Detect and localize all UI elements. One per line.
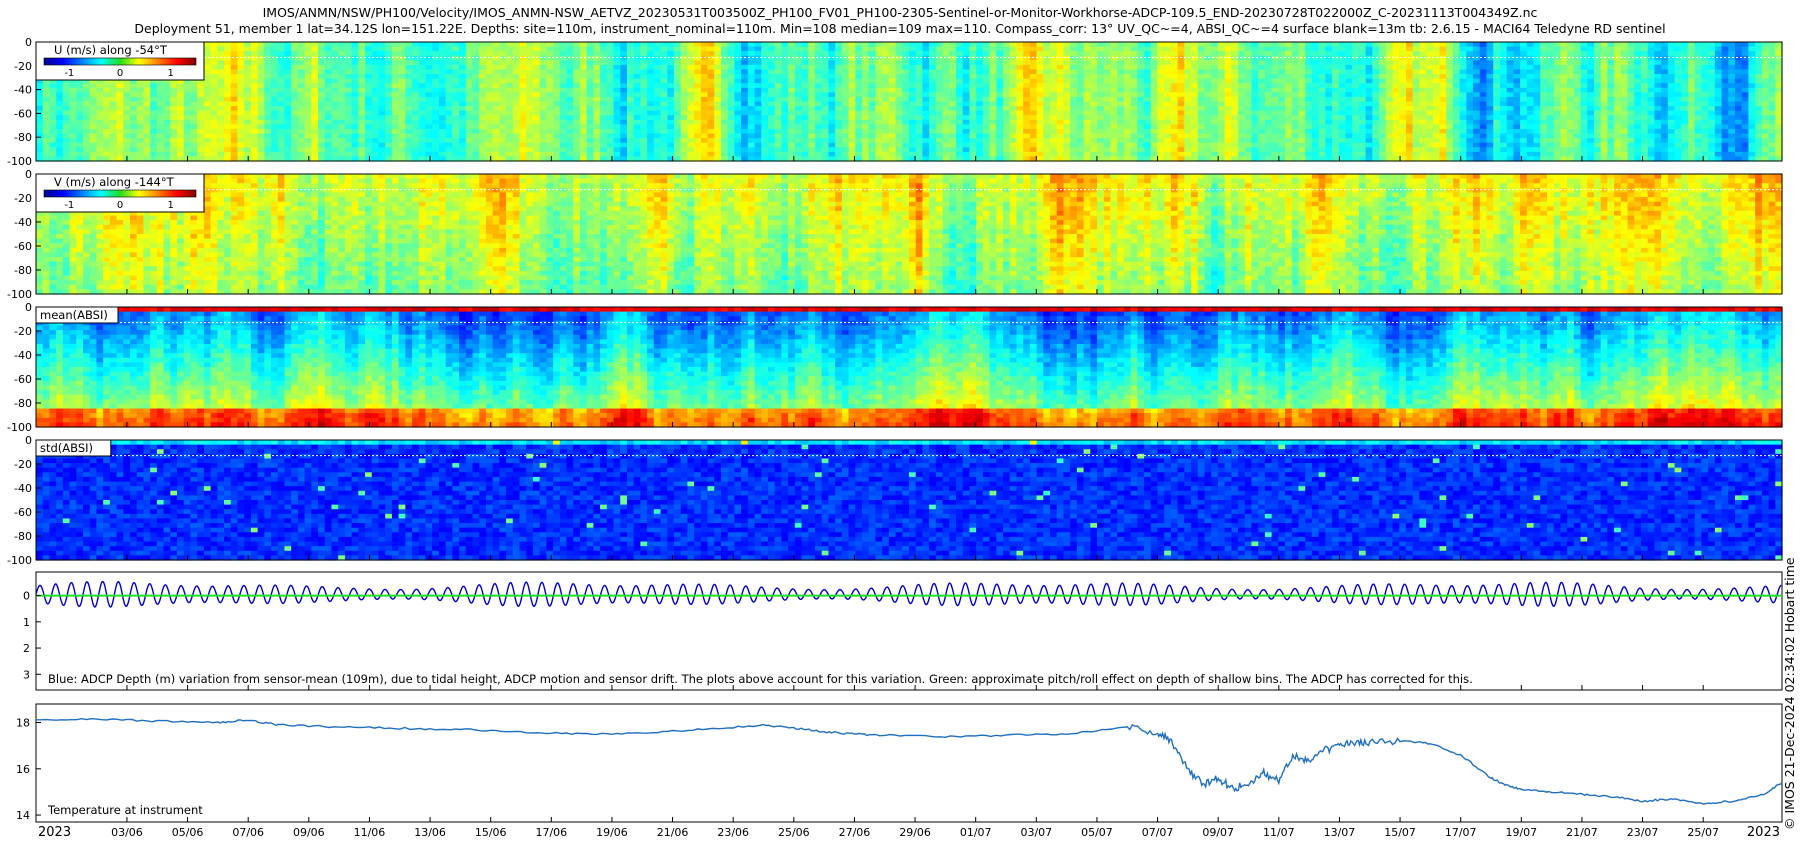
- y-tick-label: -100: [7, 554, 32, 567]
- x-tick-label: 15/07: [1384, 826, 1416, 839]
- x-tick-label: 19/06: [596, 826, 628, 839]
- y-tick-label: 1: [23, 616, 30, 629]
- x-tick-label: 09/06: [293, 826, 325, 839]
- panel-label: U (m/s) along -54°T: [54, 43, 168, 57]
- x-tick-label: 09/07: [1202, 826, 1234, 839]
- credit-text: © IMOS 21-Dec-2024 02:34:02 Hobart time: [1782, 557, 1797, 830]
- y-tick-label: -20: [14, 325, 32, 338]
- temperature-label: Temperature at instrument: [47, 803, 203, 817]
- x-tick-label: 15/06: [475, 826, 507, 839]
- x-tick-label: 13/06: [414, 826, 446, 839]
- y-tick-label: -80: [14, 264, 32, 277]
- x-tick-label: 23/06: [717, 826, 749, 839]
- colorbar-tick-label: 1: [167, 68, 173, 79]
- panel-label: V (m/s) along -144°T: [54, 175, 175, 189]
- y-tick-label: 18: [16, 717, 30, 730]
- x-tick-label: 03/06: [111, 826, 143, 839]
- x-tick-label: 27/06: [839, 826, 871, 839]
- x-tick-label: 13/07: [1324, 826, 1356, 839]
- x-tick-label: 21/07: [1566, 826, 1598, 839]
- y-tick-label: -20: [14, 192, 32, 205]
- y-tick-label: 2: [23, 642, 30, 655]
- x-tick-label: 19/07: [1505, 826, 1537, 839]
- heatmap-panel-2: 0 -20 -40 -60 -80 -100 V (m/s) along -144°T -1 0…: [7, 168, 1783, 301]
- y-tick-label: -60: [14, 506, 32, 519]
- y-tick-label: -60: [14, 240, 32, 253]
- x-tick-label: 25/06: [778, 826, 810, 839]
- y-tick-label: 0: [23, 590, 30, 603]
- y-tick-label: -80: [14, 530, 32, 543]
- y-tick-label: -40: [14, 84, 32, 97]
- x-tick-label: 23/07: [1627, 826, 1659, 839]
- x-tick-label: 17/06: [535, 826, 567, 839]
- colorbar: [44, 190, 196, 197]
- colorbar-tick-label: -1: [64, 200, 74, 211]
- colorbar-tick-label: -1: [64, 68, 74, 79]
- heatmap-panel-3: 0 -20 -40 -60 -80 -100 mean(ABSI): [7, 301, 1783, 434]
- colorbar-tick-label: 0: [117, 200, 123, 211]
- y-tick-label: 0: [25, 301, 32, 314]
- heatmap-panel-1: 0 -20 -40 -60 -80 -100 U (m/s) along -54°T -1 0 1: [7, 36, 1783, 168]
- y-tick-label: -80: [14, 131, 32, 144]
- y-tick-label: -40: [14, 482, 32, 495]
- y-tick-label: -100: [7, 421, 32, 434]
- colorbar: [44, 58, 196, 65]
- x-tick-label: 05/06: [172, 826, 204, 839]
- y-tick-label: 0: [25, 36, 32, 49]
- y-tick-label: -60: [14, 107, 32, 120]
- y-tick-label: -20: [14, 458, 32, 471]
- y-tick-label: -20: [14, 60, 32, 73]
- y-tick-label: -80: [14, 397, 32, 410]
- x-tick-label: 07/06: [232, 826, 264, 839]
- x-tick-label: 11/06: [354, 826, 386, 839]
- y-tick-label: 14: [16, 809, 30, 822]
- x-tick-label: 03/07: [1020, 826, 1052, 839]
- x-tick-label: 21/06: [657, 826, 689, 839]
- panel-label: std(ABSI): [40, 441, 93, 455]
- x-tick-label: 2023: [38, 825, 71, 840]
- x-tick-label: 25/07: [1687, 826, 1719, 839]
- y-tick-label: 3: [23, 668, 30, 681]
- colorbar-tick-label: 1: [167, 200, 173, 211]
- panel-frame: [36, 704, 1782, 822]
- y-tick-label: -100: [7, 288, 32, 301]
- depth-annotation: Blue: ADCP Depth (m) variation from sens…: [48, 672, 1473, 686]
- y-tick-label: 16: [16, 763, 30, 776]
- y-tick-label: -40: [14, 216, 32, 229]
- colorbar-tick-label: 0: [117, 68, 123, 79]
- y-tick-label: -40: [14, 349, 32, 362]
- depth-variation-panel: 0 1 2 3 Blue: ADCP Depth (m) variation from …: [23, 572, 1782, 690]
- x-tick-label: 05/07: [1081, 826, 1113, 839]
- y-tick-label: 0: [25, 168, 32, 181]
- x-tick-label: 11/07: [1263, 826, 1295, 839]
- y-tick-label: -100: [7, 155, 32, 168]
- temperature-panel: 14 16 18 Temperature at instrument: [16, 704, 1782, 822]
- heatmap-panel-4: 0 -20 -40 -60 -80 -100 std(ABSI): [7, 434, 1783, 567]
- x-tick-label: 29/06: [899, 826, 931, 839]
- x-tick-label: 07/07: [1142, 826, 1174, 839]
- y-tick-label: 0: [25, 434, 32, 447]
- x-tick-label: 01/07: [960, 826, 992, 839]
- x-tick-label: 17/07: [1445, 826, 1477, 839]
- x-tick-label: 2023: [1747, 825, 1780, 840]
- y-tick-label: -60: [14, 373, 32, 386]
- panel-label: mean(ABSI): [40, 308, 108, 322]
